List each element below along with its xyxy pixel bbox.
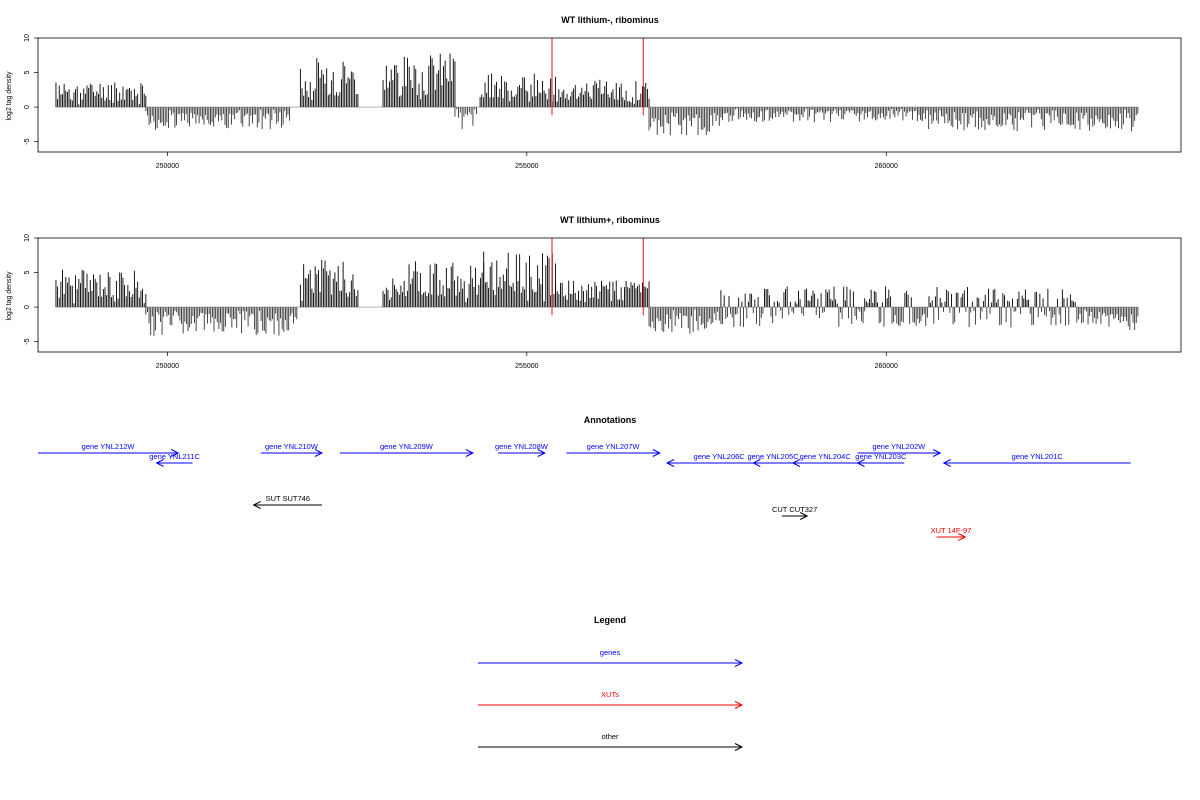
y-tick-label: 5 [24, 70, 31, 74]
arrow-head [537, 449, 546, 457]
legend-item-other: other [478, 732, 744, 751]
y-tick-label: -5 [24, 138, 31, 144]
feature-arrow: gene YNL209W [339, 442, 475, 457]
feature-arrow: gene YNL201C [942, 452, 1131, 467]
feature-label: gene YNL208W [495, 442, 549, 451]
feature-label: gene YNL211C [149, 452, 200, 461]
feature-arrow: CUT CUT327 [772, 505, 817, 520]
annotations-title: Annotations [584, 415, 637, 425]
feature-arrow: gene YNL202W [857, 442, 942, 457]
plot-area: -5 0 5 10 250000 255000 260000 [24, 234, 1182, 370]
x-axis: 250000 255000 260000 [156, 352, 898, 370]
arrow-head [791, 459, 801, 467]
legend-label: genes [600, 648, 621, 657]
x-tick-label: 255000 [515, 363, 538, 370]
plot-area: -5 0 5 10 250000 255000 260000 [24, 34, 1182, 170]
x-tick-label: 260000 [875, 363, 898, 370]
annotation-features: gene YNL212W gene YNL211C gene YNL210W gene… [38, 442, 1131, 541]
feature-label: gene YNL212W [82, 442, 136, 451]
arrow-head [170, 449, 180, 457]
feature-label: gene YNL205C [747, 452, 799, 461]
feature-label: gene YNL209W [380, 442, 434, 451]
feature-label: XUT 14F-97 [931, 526, 972, 535]
legend-item-genes: genes [478, 648, 744, 667]
feature-arrow: gene YNL210W [260, 442, 324, 457]
arrow-head [932, 449, 942, 457]
y-tick-label: 10 [24, 34, 31, 42]
arrow-head [942, 459, 951, 467]
x-tick-label: 255000 [515, 163, 538, 170]
feature-label: gene YNL202W [872, 442, 926, 451]
arrow-head [155, 459, 164, 467]
arrow-head [958, 533, 967, 541]
panel-title: WT lithium+, ribominus [560, 215, 660, 225]
arrow-head [652, 449, 661, 457]
x-tick-label: 250000 [156, 363, 179, 370]
y-tick-label: 0 [24, 105, 31, 109]
feature-label: gene YNL201C [1012, 452, 1064, 461]
x-tick-label: 250000 [156, 163, 179, 170]
arrow-head [752, 459, 761, 467]
plot-frame [37, 237, 1182, 353]
legend-title: Legend [594, 615, 626, 625]
track-panel-lithium-minus: WT lithium-, ribominus log2 tag density … [6, 15, 1182, 170]
feature-label: gene YNL204C [800, 452, 852, 461]
feature-arrow: gene YNL205C [747, 452, 799, 467]
x-axis: 250000 255000 260000 [156, 152, 898, 170]
track-panel-lithium-plus: WT lithium+, ribominus log2 tag density … [6, 215, 1182, 370]
feature-arrow: XUT 14F-97 [931, 526, 972, 541]
feature-arrow: gene YNL208W [495, 442, 549, 457]
feature-label: gene YNL206C [694, 452, 746, 461]
feature-arrow: gene YNL211C [149, 452, 200, 467]
feature-label: CUT CUT327 [772, 505, 817, 514]
data-bars [55, 251, 1139, 336]
feature-arrow: gene YNL212W [38, 442, 180, 457]
arrow-head [252, 501, 261, 509]
y-tick-label: 5 [24, 270, 31, 274]
arrow-head [734, 743, 744, 751]
legend: Legend genes XUTs other [478, 615, 744, 751]
legend-items: genes XUTs other [478, 648, 744, 751]
arrow-head [465, 449, 475, 457]
y-axis-label: log2 tag density [6, 71, 13, 121]
arrow-head [734, 659, 744, 667]
feature-arrow: SUT SUT746 [252, 494, 322, 509]
legend-label: XUTs [601, 690, 619, 699]
arrow-head [665, 459, 675, 467]
feature-arrow: gene YNL204C [791, 452, 858, 467]
legend-item-XUTs: XUTs [478, 690, 744, 709]
arrow-head [799, 512, 809, 520]
arrow-head [734, 701, 744, 709]
plot-frame [37, 37, 1182, 153]
data-bars [55, 53, 1139, 136]
y-tick-label: -5 [24, 338, 31, 344]
feature-label: SUT SUT746 [266, 494, 310, 503]
legend-label: other [601, 732, 619, 741]
panel-title: WT lithium-, ribominus [561, 15, 659, 25]
arrow-head [856, 459, 865, 467]
feature-label: gene YNL203C [855, 452, 907, 461]
feature-arrow: gene YNL207W [566, 442, 661, 457]
y-axis-label: log2 tag density [6, 271, 13, 321]
arrow-head [314, 449, 324, 457]
feature-label: gene YNL207W [587, 442, 641, 451]
feature-arrow: gene YNL203C [855, 452, 907, 467]
x-tick-label: 260000 [875, 163, 898, 170]
y-axis: -5 0 5 10 [24, 234, 38, 345]
y-tick-label: 0 [24, 305, 31, 309]
y-axis: -5 0 5 10 [24, 34, 38, 145]
y-tick-label: 10 [24, 234, 31, 242]
feature-label: gene YNL210W [265, 442, 319, 451]
